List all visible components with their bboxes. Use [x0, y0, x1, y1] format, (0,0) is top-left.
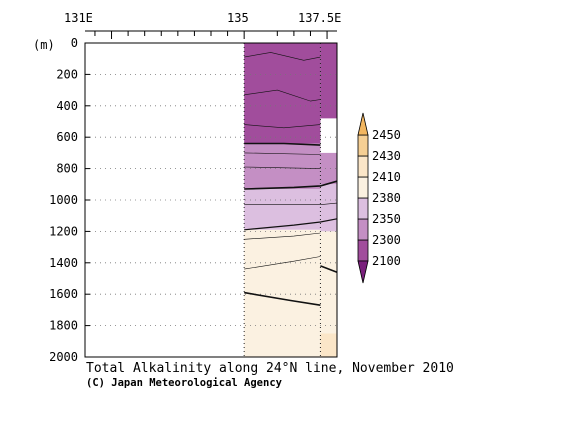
- contour-band: [320, 333, 337, 357]
- colorbar-segment: [357, 197, 369, 220]
- colorbar-bottom-arrow: [357, 260, 369, 284]
- contour-band: [244, 143, 321, 190]
- y-tick-label: 1600: [49, 287, 78, 301]
- colorbar-label: 2410: [372, 170, 401, 184]
- contour-line: [244, 202, 338, 205]
- colorbar-segment: [357, 218, 369, 241]
- contour-line: [244, 180, 338, 190]
- contour-line: [320, 265, 338, 273]
- credit-text: (C) Japan Meteorological Agency: [86, 377, 283, 389]
- colorbar-segment: [357, 176, 369, 199]
- contour-band: [320, 184, 337, 232]
- contour-band: [320, 152, 337, 185]
- colorbar-top-arrow: [357, 112, 369, 136]
- colorbar-segment: [357, 134, 369, 157]
- contour-line: [244, 166, 321, 169]
- y-tick-label: 800: [56, 162, 78, 176]
- colorbar-label: 2300: [372, 233, 401, 247]
- chart-title: Total Alkalinity along 24°N line, Novemb…: [86, 361, 454, 376]
- colorbar-segment: [357, 239, 369, 262]
- y-tick-label: 600: [56, 130, 78, 144]
- contour-band: [320, 43, 337, 119]
- contour-line: [244, 124, 321, 129]
- y-tick-label: 1000: [49, 193, 78, 207]
- y-tick-label: 2000: [49, 350, 78, 364]
- contour-line: [244, 142, 321, 146]
- y-tick-label: 200: [56, 67, 78, 81]
- y-tick-label: 1400: [49, 256, 78, 270]
- x-tick-label-135: 135: [227, 11, 249, 25]
- contour-line: [244, 152, 321, 155]
- top-axis-ticks: [94, 31, 328, 39]
- y-axis-tick-labels: 0 200 400 600 800 1000 1200 1400 1600 1800 2000: [49, 36, 78, 364]
- y-unit-label: (m): [33, 38, 55, 52]
- y-tick-label: 0: [71, 36, 78, 50]
- y-tick-label: 1800: [49, 319, 78, 333]
- x-tick-label-131e: 131E: [64, 11, 93, 25]
- contour-line: [244, 52, 321, 61]
- colorbar-label: 2100: [372, 254, 401, 268]
- contour-line: [244, 218, 338, 231]
- contour-band: [320, 231, 337, 334]
- contour-line: [244, 256, 321, 270]
- plot-area: [84, 42, 338, 358]
- x-tick-label-137-5e: 137.5E: [298, 11, 341, 25]
- y-tick-label: 1200: [49, 224, 78, 238]
- colorbar-segment: [357, 155, 369, 178]
- colorbar: 2450 2430 2410 2380 2350 2300 2100: [357, 112, 401, 284]
- y-tick-label: 400: [56, 99, 78, 113]
- contour-line: [244, 89, 321, 102]
- colorbar-label: 2380: [372, 191, 401, 205]
- colorbar-label: 2430: [372, 149, 401, 163]
- colorbar-label: 2350: [372, 212, 401, 226]
- contour-band: [244, 229, 321, 357]
- contour-line: [244, 291, 321, 306]
- contour-line: [244, 232, 321, 240]
- colorbar-label: 2450: [372, 128, 401, 142]
